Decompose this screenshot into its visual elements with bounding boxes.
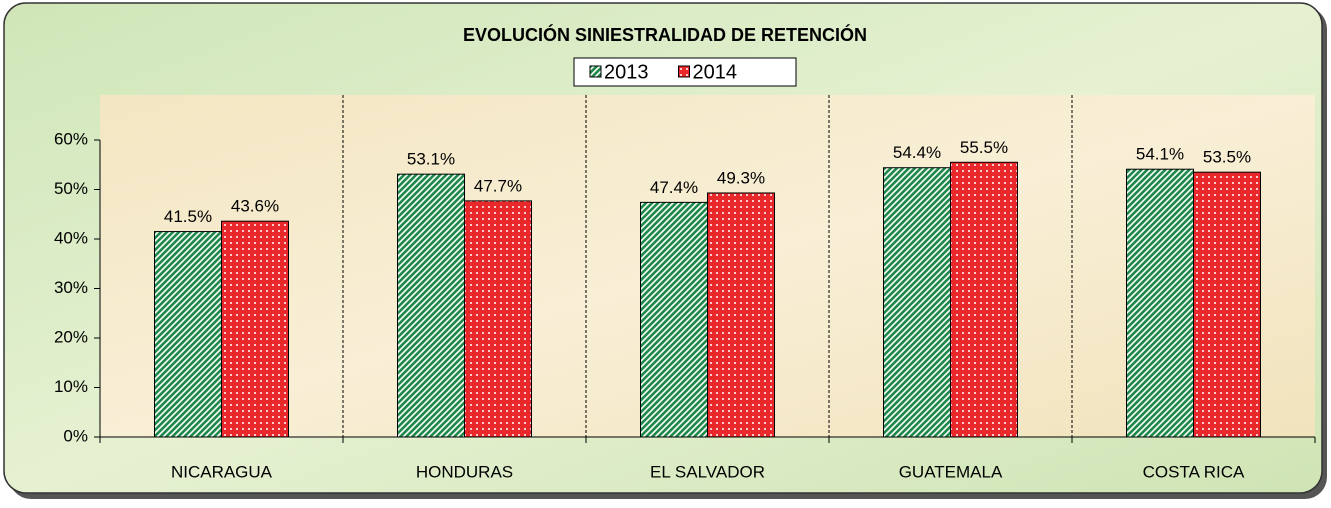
y-tick-label: 20%: [54, 327, 88, 346]
legend-swatch: [589, 65, 602, 78]
bar: [883, 167, 951, 438]
x-tick-label: COSTA RICA: [1143, 462, 1245, 481]
bar: [154, 231, 222, 438]
x-tick-label: GUATEMALA: [899, 462, 1003, 481]
data-label: 49.3%: [717, 168, 765, 187]
bar: [707, 192, 775, 438]
bar: [221, 220, 289, 438]
y-tick-label: 50%: [54, 179, 88, 198]
legend-label: 2014: [693, 61, 738, 83]
y-tick-label: 40%: [54, 228, 88, 247]
x-tick-label: EL SALVADOR: [650, 462, 765, 481]
data-label: 47.7%: [474, 176, 522, 195]
x-tick-label: NICARAGUA: [171, 462, 273, 481]
data-label: 53.1%: [407, 150, 455, 169]
chart-title: EVOLUCIÓN SINIESTRALIDAD DE RETENCIÓN: [463, 24, 867, 45]
bar: [464, 200, 532, 438]
data-label: 55.5%: [960, 138, 1008, 157]
y-tick-label: 30%: [54, 278, 88, 297]
y-tick-label: 10%: [54, 377, 88, 396]
data-label: 54.1%: [1136, 145, 1184, 164]
data-label: 41.5%: [164, 207, 212, 226]
bar: [397, 173, 465, 438]
legend-swatch: [678, 65, 690, 78]
bar: [1193, 171, 1261, 438]
bar: [640, 201, 708, 438]
data-label: 43.6%: [231, 197, 279, 216]
x-tick-label: HONDURAS: [416, 462, 513, 481]
legend-label: 2013: [604, 61, 649, 83]
y-tick-label: 0%: [63, 426, 88, 445]
data-label: 54.4%: [893, 143, 941, 162]
data-label: 53.5%: [1203, 148, 1251, 167]
data-label: 47.4%: [650, 178, 698, 197]
y-tick-label: 60%: [54, 129, 88, 148]
bar: [950, 161, 1018, 438]
bar: [1126, 168, 1194, 438]
